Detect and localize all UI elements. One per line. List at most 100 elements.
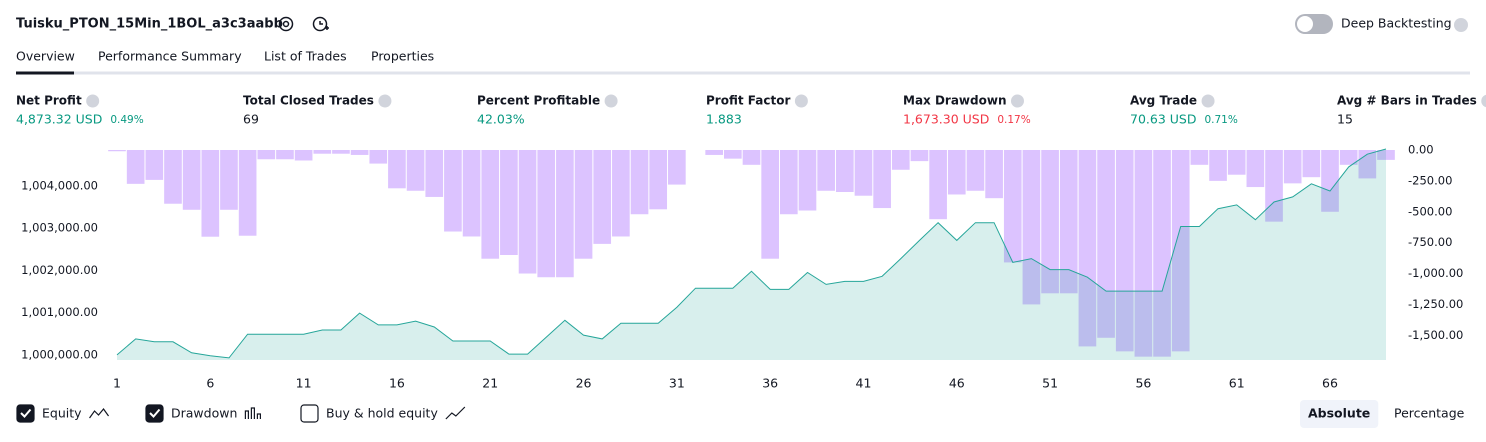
- x-tick-label: 56: [1135, 376, 1151, 391]
- info-icon[interactable]: [86, 94, 100, 108]
- settings-icon[interactable]: [278, 16, 294, 32]
- equity-line: [116, 148, 1387, 359]
- toggle-label: Deep Backtesting: [1341, 16, 1452, 31]
- drawdown-bar: [164, 150, 182, 204]
- drawdown-bar: [1339, 150, 1358, 165]
- drawdown-bar: [985, 150, 1003, 199]
- metric-label: Max Drawdown: [903, 94, 1006, 108]
- metric-value: 69: [243, 112, 259, 127]
- x-tick-label: 26: [576, 376, 592, 391]
- drawdown-bar: [332, 150, 350, 154]
- y-tick-label: 1,002,000.00: [21, 263, 98, 277]
- metric-value: 1,673.30 USD: [903, 112, 989, 127]
- mode-button[interactable]: Absolute: [1308, 406, 1370, 421]
- drawdown-bar: [425, 150, 444, 197]
- icon-shape: [282, 20, 290, 28]
- x-tick-label: 51: [1042, 376, 1058, 391]
- drawdown-bar: [145, 150, 164, 180]
- checkbox[interactable]: [145, 404, 164, 423]
- drawdown-bar: [556, 150, 574, 278]
- drawdown-bar: [761, 150, 779, 259]
- y2-tick-label: -1,250.00: [1408, 297, 1463, 311]
- drawdown-bar: [742, 150, 761, 165]
- info-icon[interactable]: [1201, 94, 1215, 108]
- tab[interactable]: Overview: [16, 49, 75, 64]
- drawdown-bar: [929, 150, 947, 220]
- drawdown-bar: [1209, 150, 1227, 181]
- drawdown-bar: [1003, 150, 1022, 263]
- info-icon[interactable]: [604, 94, 618, 108]
- drawdown-bar: [537, 150, 556, 278]
- metric-value: 70.63 USD: [1130, 112, 1196, 127]
- x-tick-label: 66: [1322, 376, 1338, 391]
- drawdown-bar: [705, 150, 724, 155]
- info-icon[interactable]: [794, 94, 808, 108]
- y-tick-label: 1,001,000.00: [21, 305, 98, 319]
- drawdown-bar: [182, 150, 201, 210]
- tab[interactable]: Performance Summary: [98, 49, 242, 64]
- checkmark: [149, 408, 161, 418]
- x-tick-label: 1: [113, 376, 121, 391]
- mode-button[interactable]: Percentage: [1394, 406, 1465, 421]
- alert-icon[interactable]: [312, 16, 330, 32]
- drawdown-bar: [835, 150, 854, 192]
- drawdown-bar: [798, 150, 817, 211]
- drawdown-bar: [724, 150, 742, 159]
- drawdown-bar: [369, 150, 388, 164]
- checkbox[interactable]: [300, 404, 319, 423]
- tab[interactable]: List of Trades: [264, 49, 347, 64]
- checkbox[interactable]: [16, 404, 35, 423]
- drawdown-bar: [406, 150, 425, 191]
- drawdown-bar: [1041, 150, 1059, 294]
- y2-tick-label: -1,000.00: [1408, 266, 1463, 280]
- info-icon[interactable]: [378, 94, 392, 108]
- metric-percent: 0.49%: [110, 114, 143, 126]
- drawdown-bar: [201, 150, 220, 237]
- drawdown-bar: [817, 150, 835, 191]
- drawdown-bar: [1227, 150, 1246, 175]
- legend: Equity Drawdown Buy & hold equity Absolute P…: [16, 400, 1465, 428]
- metric-percent: 0.71%: [1204, 114, 1237, 126]
- x-tick-label: 41: [856, 376, 872, 391]
- equity-area: [117, 149, 1386, 360]
- legend-label: Equity: [42, 406, 82, 421]
- drawdown-bar: [1171, 150, 1190, 352]
- y-tick-label: 1,003,000.00: [21, 221, 98, 235]
- strategy-title: Tuisku_PTON_15Min_1BOL_a3c3aabb: [16, 17, 283, 32]
- y2-tick-label: -500.00: [1408, 204, 1452, 218]
- y-tick-label: 1,004,000.00: [21, 178, 98, 192]
- y2-tick-label: -750.00: [1408, 235, 1452, 249]
- metric-label: Total Closed Trades: [243, 94, 374, 108]
- drawdown-bar: [350, 150, 369, 155]
- info-icon[interactable]: [1010, 94, 1024, 108]
- drawdown-bar: [649, 150, 668, 210]
- drawdown-bar: [854, 150, 873, 196]
- help-icon[interactable]: [1454, 18, 1468, 32]
- metric-label: Avg # Bars in Trades: [1337, 94, 1477, 108]
- drawdown-bar: [126, 150, 145, 184]
- drawdown-bar: [388, 150, 406, 189]
- mode-button-bg: [1300, 400, 1379, 428]
- info-icon[interactable]: [1481, 94, 1486, 108]
- drawdown-bar: [1283, 150, 1302, 184]
- drawdown-bar: [518, 150, 537, 274]
- drawdown-bar: [630, 150, 649, 215]
- metrics: Net Profit 4,873.32 USD 0.49% Total Closed …: [16, 94, 1486, 127]
- drawdown-bar: [1302, 150, 1321, 178]
- drawdown-bar: [574, 150, 593, 259]
- tab[interactable]: Properties: [371, 49, 434, 64]
- deep-backtesting-toggle[interactable]: [1295, 14, 1333, 34]
- drawdown-bar: [276, 150, 294, 160]
- legend-icon: [244, 407, 261, 419]
- drawdown-bar: [1115, 150, 1134, 352]
- drawdown-bar: [910, 150, 929, 162]
- drawdown-bar: [294, 150, 313, 161]
- drawdown-bar: [966, 150, 985, 191]
- icon-shape: [312, 16, 328, 32]
- drawdown-bar: [220, 150, 238, 210]
- y-tick-label: 1,000,000.00: [21, 347, 98, 361]
- tabs: Overview Performance Summary List of Trade…: [16, 49, 434, 75]
- drawdown-bar: [1321, 150, 1339, 212]
- checkmark: [20, 408, 32, 418]
